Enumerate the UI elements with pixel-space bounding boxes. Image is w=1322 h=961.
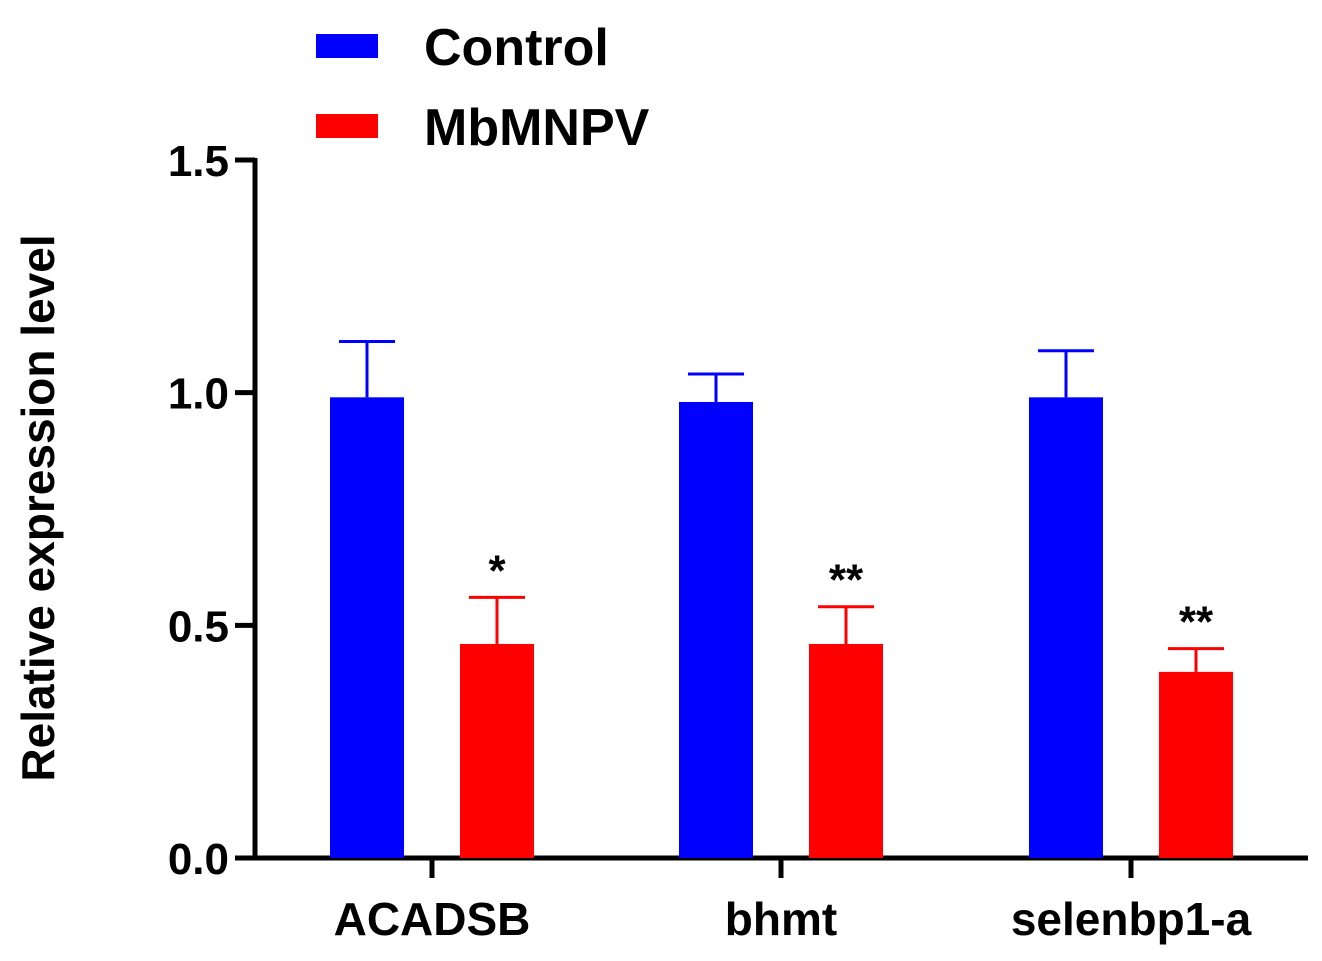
y-axis-label: Relative expression level [12, 234, 64, 781]
x-tick-label-1: ACADSB [334, 893, 531, 945]
bar-mbmnpv-acadsb [460, 643, 534, 858]
legend-swatch-2 [316, 114, 378, 138]
bar-mbmnpv-bhmt [809, 643, 883, 858]
legend-label-2: MbMNPV [424, 99, 650, 157]
bar-control-bhmt [679, 401, 753, 858]
legend: Control MbMNPV [316, 19, 650, 157]
x-tick-label-3: selenbp1-a [1011, 893, 1252, 945]
y-tick-label-3: 1.0 [168, 370, 229, 419]
legend-swatch-1 [316, 34, 378, 58]
y-tick-label-1: 0.0 [168, 835, 229, 884]
bars: * **** [330, 339, 1233, 858]
bar-control-selenbp1-a [1029, 397, 1103, 858]
bar-mbmnpv-selenbp1-a [1159, 671, 1233, 858]
significance-bhmt: ** [829, 556, 864, 605]
x-axis: ACADSB bhmt selenbp1-a [253, 855, 1308, 945]
y-axis: 0.0 0.5 1.0 1.5 [168, 137, 258, 884]
y-tick-label-4: 1.5 [168, 137, 229, 186]
legend-label-1: Control [424, 19, 609, 77]
significance-acadsb: * [488, 546, 506, 595]
y-tick-label-2: 0.5 [168, 602, 229, 651]
bar-control-acadsb [330, 397, 404, 858]
significance-selenbp1-a: ** [1179, 598, 1214, 647]
x-tick-label-2: bhmt [725, 893, 837, 945]
